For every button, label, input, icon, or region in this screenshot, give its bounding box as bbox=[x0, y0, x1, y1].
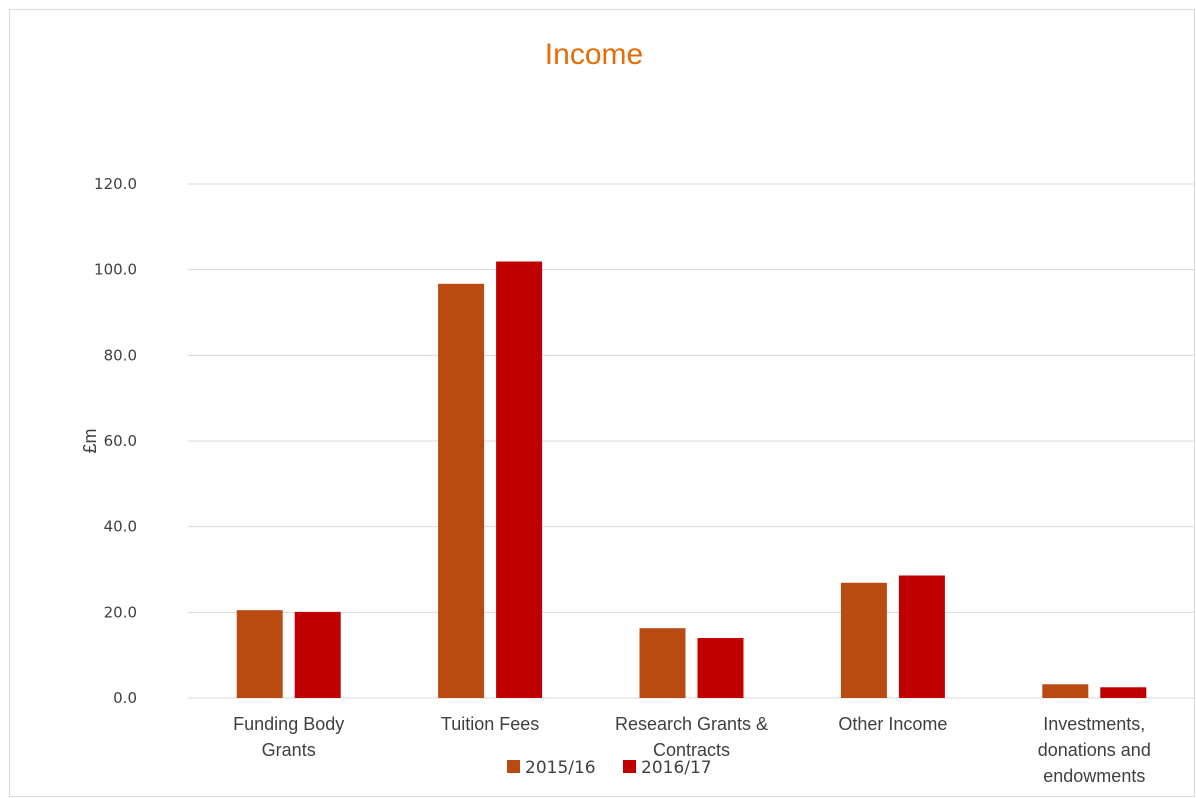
y-tick-label: 0.0 bbox=[113, 689, 137, 707]
bars bbox=[236, 261, 1147, 698]
legend-swatch bbox=[623, 760, 636, 773]
x-tick-label: Other Income bbox=[838, 714, 947, 734]
y-tick-label: 120.0 bbox=[94, 175, 137, 193]
chart-frame bbox=[9, 9, 1195, 797]
y-axis-label: £m bbox=[80, 428, 100, 453]
bar-2015-16 bbox=[236, 610, 283, 698]
x-tick-label: Tuition Fees bbox=[441, 714, 539, 734]
chart-title: Income bbox=[545, 38, 643, 71]
y-tick-label: 60.0 bbox=[104, 432, 137, 450]
bar-2015-16 bbox=[1042, 684, 1089, 698]
y-tick-label: 40.0 bbox=[104, 518, 137, 536]
legend-label: 2015/16 bbox=[525, 758, 596, 778]
x-tick-label: Research Grants & Contracts bbox=[615, 714, 768, 760]
bar-2016-17 bbox=[1100, 687, 1147, 698]
bar-2016-17 bbox=[294, 611, 341, 698]
gridlines: 0.0 20.0 40.0 60.0 80.0 100.0 120.0 bbox=[94, 175, 1195, 707]
bar-2015-16 bbox=[639, 628, 686, 698]
y-tick-label: 80.0 bbox=[104, 346, 137, 364]
bar-2016-17 bbox=[496, 261, 543, 698]
category-labels: Funding Body Grants Tuition Fees Research G… bbox=[233, 714, 1151, 786]
x-tick-label: Funding Body Grants bbox=[233, 714, 344, 760]
legend-label: 2016/17 bbox=[641, 758, 712, 778]
y-tick-label: 20.0 bbox=[104, 603, 137, 621]
legend-swatch bbox=[507, 760, 520, 773]
bar-2016-17 bbox=[697, 638, 744, 698]
y-tick-label: 100.0 bbox=[94, 261, 137, 279]
bar-2015-16 bbox=[840, 582, 887, 698]
bar-2016-17 bbox=[898, 575, 945, 698]
x-tick-label: Investments, donations and endowments bbox=[1038, 714, 1151, 786]
bar-2015-16 bbox=[438, 283, 485, 698]
legend: 2015/16 2016/17 bbox=[507, 758, 712, 778]
